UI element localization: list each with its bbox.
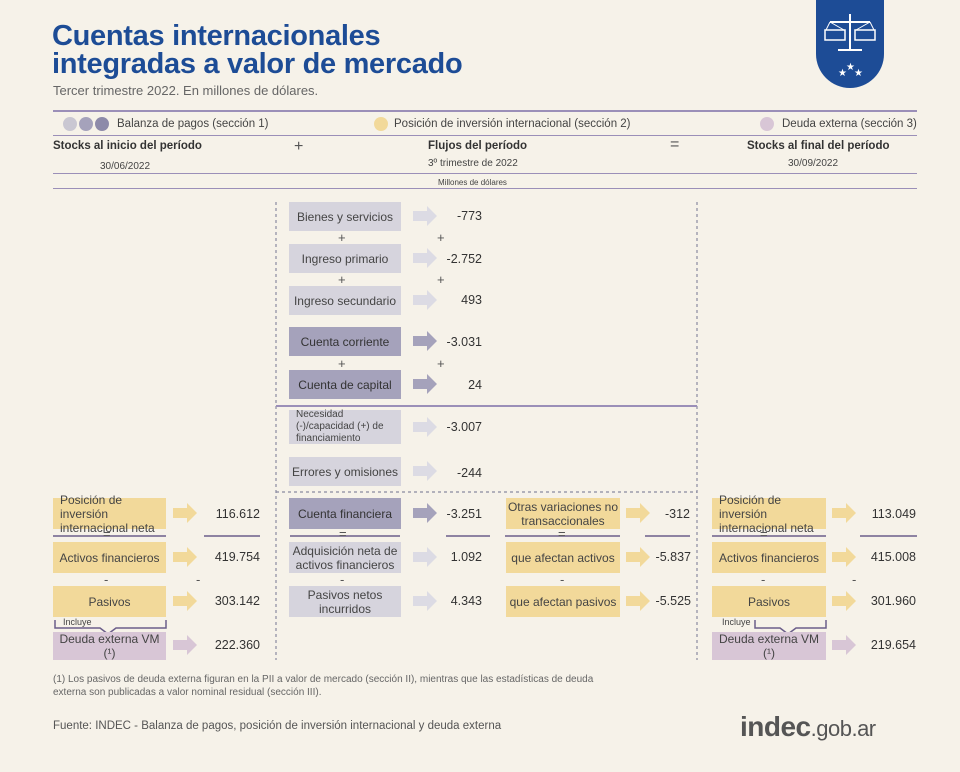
value-start-activos: 419.754 [214, 550, 260, 564]
svg-text:★: ★ [854, 68, 863, 79]
op-minus-end-b: - [852, 572, 857, 587]
value-end-activos: 415.008 [870, 550, 916, 564]
value-start-pii: 116.612 [215, 507, 260, 521]
box-otras-activos: que afectan activos [506, 542, 620, 573]
value-adquisicion: 1.092 [450, 550, 482, 564]
start-incluye: Incluye [63, 617, 92, 627]
top-rule [53, 110, 917, 112]
box-primario: Ingreso primario [289, 244, 401, 273]
op-plus-1b: + [437, 230, 445, 245]
value-errores: -244 [456, 466, 482, 480]
box-end-deuda: Deuda externa VM (¹) [712, 632, 826, 660]
legend-bp: Balanza de pagos (sección 1) [117, 118, 269, 130]
box-otras-pasivos: que afectan pasivos [506, 586, 620, 617]
op-plus-1: + [338, 230, 346, 245]
op-eq-end: = [760, 526, 768, 541]
op-plus-3: + [338, 356, 346, 371]
value-bienes: -773 [456, 209, 482, 223]
value-necesidad: -3.007 [446, 420, 482, 434]
legend-dot-pii [374, 117, 388, 131]
page-title: Cuentas internacionales integradas a val… [52, 20, 463, 80]
box-necesidad: Necesidad (-)/capacidad (+) de financiam… [289, 409, 401, 444]
op-plus-3b: + [437, 356, 445, 371]
header-plus: + [294, 138, 304, 155]
logo-domain: .gob.ar [810, 716, 877, 741]
subtitle: Tercer trimestre 2022. En millones de dó… [53, 83, 319, 98]
legend-dot-bp-3 [95, 117, 109, 131]
box-financiera: Cuenta financiera [289, 498, 401, 529]
header-flows: Flujos del período [428, 140, 528, 152]
value-secundario: 493 [461, 293, 482, 307]
op-minus-end: - [761, 572, 766, 587]
value-otras-activos: -5.837 [655, 550, 691, 564]
box-secundario: Ingreso secundario [289, 286, 401, 315]
value-otras-pasivos: -5.525 [655, 594, 691, 608]
op-minus-otras: - [560, 572, 565, 587]
units-label: Millones de dólares [438, 178, 507, 187]
value-start-pasivos: 303.142 [214, 594, 260, 608]
legend-dot-deuda [760, 117, 774, 131]
header-start: Stocks al inicio del período [53, 140, 202, 152]
source: Fuente: INDEC - Balanza de pagos, posici… [53, 720, 502, 732]
box-start-pii: Posición de inversión internacional neta [53, 493, 166, 535]
value-corriente: -3.031 [446, 335, 482, 349]
box-errores: Errores y omisiones [289, 457, 401, 486]
op-minus-start: - [104, 572, 109, 587]
scales-seal-icon: ★ ★ ★ [816, 0, 884, 88]
value-end-deuda: 219.654 [870, 638, 916, 652]
op-plus-2: + [338, 272, 346, 287]
logo-brand: indec [740, 711, 811, 742]
legend-dot-bp-2 [79, 117, 93, 131]
value-otras: -312 [664, 507, 690, 521]
end-incluye: Incluye [722, 617, 751, 627]
box-start-activos: Activos financieros [53, 542, 166, 573]
value-end-pii: 113.049 [871, 507, 916, 521]
op-minus-start-b: - [196, 572, 201, 587]
box-otras: Otras variaciones no transaccionales [506, 498, 620, 529]
value-pasivos-netos: 4.343 [450, 594, 482, 608]
box-start-pasivos: Pasivos [53, 586, 166, 617]
legend-deuda: Deuda externa (sección 3) [782, 118, 917, 130]
value-primario: -2.752 [446, 252, 482, 266]
value-end-pasivos: 301.960 [870, 594, 916, 608]
box-bienes: Bienes y servicios [289, 202, 401, 231]
op-plus-2b: + [437, 272, 445, 287]
header-start-date: 30/06/2022 [100, 161, 151, 172]
value-capital: 24 [468, 378, 482, 392]
svg-text:★: ★ [838, 68, 847, 79]
units-rule [53, 188, 917, 189]
footnote: (1) Los pasivos de deuda externa figuran… [53, 674, 594, 698]
title-line-1: Cuentas internacionales [52, 20, 381, 52]
value-start-deuda: 222.360 [214, 638, 260, 652]
header-end: Stocks al final del período [747, 140, 890, 152]
box-adquisicion: Adquisición neta de activos financieros [289, 542, 401, 573]
header-rule [53, 173, 917, 174]
header-equals: = [670, 136, 680, 153]
box-end-pii: Posición de inversión internacional neta [712, 493, 826, 535]
box-pasivos-netos: Pasivos netos incurridos [289, 586, 401, 617]
header-flows-sub: 3º trimestre de 2022 [428, 158, 518, 169]
legend-rule [53, 135, 917, 136]
box-end-activos: Activos financieros [712, 542, 826, 573]
header-end-date: 30/09/2022 [788, 158, 839, 169]
title-line-2: integradas a valor de mercado [52, 48, 463, 80]
op-minus-fin: - [340, 572, 345, 587]
op-eq-fin: = [339, 526, 347, 541]
value-financiera: -3.251 [446, 507, 482, 521]
box-corriente: Cuenta corriente [289, 327, 401, 356]
legend-dot-bp-1 [63, 117, 77, 131]
box-end-pasivos: Pasivos [712, 586, 826, 617]
indec-logo: indec.gob.ar [740, 711, 876, 743]
op-eq-start: = [103, 526, 111, 541]
op-eq-otras: = [558, 526, 566, 541]
box-capital: Cuenta de capital [289, 370, 401, 399]
legend-pii: Posición de inversión internacional (sec… [394, 118, 631, 130]
svg-text:★: ★ [846, 62, 855, 73]
box-start-deuda: Deuda externa VM (¹) [53, 632, 166, 660]
